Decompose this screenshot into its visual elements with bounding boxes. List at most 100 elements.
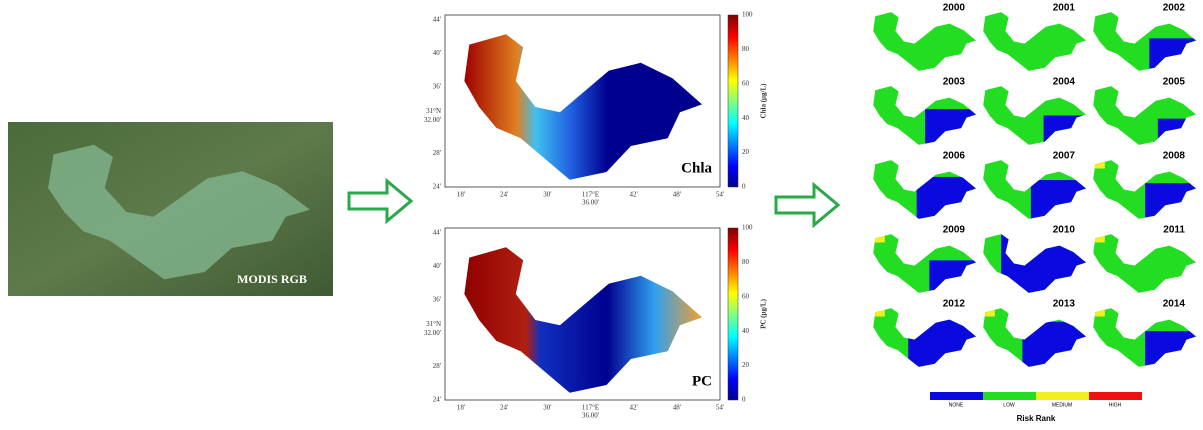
lake-risk [1093, 308, 1196, 367]
year-label: 2003 [943, 77, 966, 88]
colorbar-tick-label: 100 [742, 224, 753, 232]
risk-none [916, 176, 976, 219]
year-map: 2012 [873, 299, 976, 367]
year-map: 2002 [1093, 3, 1196, 71]
x-tick-label: 36.00' [582, 199, 599, 207]
x-tick-label: 24' [500, 404, 508, 412]
year-label: 2000 [943, 3, 966, 14]
arrow [774, 181, 841, 229]
x-tick-label: 48' [673, 404, 681, 412]
year-label: 2009 [943, 225, 966, 236]
risk-medium [1093, 234, 1105, 243]
lake-risk [1093, 234, 1196, 293]
x-tick-label: 36.00' [582, 412, 599, 420]
risk-none [1145, 331, 1196, 367]
lake-risk [983, 308, 1086, 367]
risk-none [1149, 38, 1196, 71]
lake-risk [983, 234, 1086, 293]
x-tick-label: 54' [716, 191, 724, 199]
year-label: 2010 [1053, 225, 1076, 236]
colorbar-tick-label: 0 [742, 183, 746, 191]
photo-panel: MODIS RGB [8, 122, 333, 296]
year-label: 2012 [943, 299, 966, 310]
risk-none [1157, 118, 1196, 145]
lake-risk [873, 12, 976, 71]
legend-swatch [1036, 392, 1089, 400]
year-map: 2008 [1093, 151, 1196, 219]
year-label: 2006 [943, 151, 966, 162]
y-tick-label: 24' [433, 183, 441, 191]
risk-low [983, 12, 1086, 71]
risk-medium [1093, 160, 1105, 169]
year-label: 2001 [1053, 3, 1076, 14]
risk-medium [1093, 308, 1105, 317]
risk-none [1001, 234, 1086, 293]
y-tick-label: 44' [433, 229, 441, 237]
legend-swatch [1089, 392, 1142, 400]
y-tick-label: 40' [433, 49, 441, 57]
y-tick-label: 24' [433, 396, 441, 404]
colorbar [727, 14, 739, 188]
year-label: 2007 [1053, 151, 1076, 162]
map-panel: 44' 40' 36' 32.00'31°N 28' 24' 18' 24' 30' 36.00'… [424, 11, 768, 207]
y-tick-label: 40' [433, 262, 441, 270]
risk-medium [873, 308, 885, 317]
photo-label: MODIS RGB [237, 272, 307, 286]
legend-label: MEDIUM [1052, 402, 1072, 408]
year-label: 2011 [1163, 225, 1185, 236]
year-label: 2014 [1163, 299, 1186, 310]
year-label: 2013 [1053, 299, 1076, 310]
year-label: 2005 [1163, 77, 1186, 88]
year-label: 2008 [1163, 151, 1186, 162]
risk-low [1093, 234, 1196, 293]
year-map: 2000 [873, 3, 976, 71]
risk-none [1187, 288, 1196, 293]
year-map: 2014 [1093, 299, 1196, 367]
lake-risk [873, 86, 976, 145]
risk-none [925, 109, 976, 145]
year-label: 2002 [1163, 3, 1186, 14]
x-tick-label: 42' [630, 404, 638, 412]
year-map: 2009 [873, 225, 976, 293]
year-map: 2001 [983, 3, 1086, 71]
colorbar [727, 227, 739, 401]
legend-swatch [930, 392, 983, 400]
legend-title: Risk Rank [1017, 414, 1056, 423]
colorbar-tick-label: 40 [742, 327, 750, 335]
year-map: 2006 [873, 151, 976, 219]
year-map: 2007 [983, 151, 1086, 219]
lake-risk [1093, 160, 1196, 219]
year-map: 2004 [983, 77, 1086, 145]
lake-risk [983, 12, 1086, 71]
y-axis-label: 31°N [426, 320, 441, 328]
colorbar-tick-label: 60 [742, 79, 750, 87]
colorbar-tick-label: 100 [742, 11, 753, 19]
lake-risk [983, 86, 1086, 145]
risk-none [1145, 183, 1196, 219]
map-label: Chla [681, 160, 712, 176]
colorbar-tick-label: 20 [742, 148, 750, 156]
risk-none [1030, 180, 1086, 219]
x-tick-label: 42' [630, 191, 638, 199]
colorbar-tick-label: 0 [742, 396, 746, 404]
legend-label: HIGH [1109, 402, 1122, 408]
x-tick-label: 18' [457, 191, 465, 199]
lake-risk [1093, 12, 1196, 71]
legend-label: LOW [1003, 402, 1015, 408]
x-tick-label: 30' [543, 191, 551, 199]
lake-risk [873, 308, 976, 367]
y-axis-label: 31°N [426, 107, 441, 115]
year-map: 2011 [1093, 225, 1196, 293]
y-tick-label: 28' [433, 362, 441, 370]
x-tick-label: 48' [673, 191, 681, 199]
y-tick-label: 32.00' [424, 329, 441, 337]
x-tick-label: 24' [500, 191, 508, 199]
year-map: 2013 [983, 299, 1086, 367]
risk-none [1043, 115, 1086, 145]
map-label: PC [692, 373, 712, 389]
y-tick-label: 32.00' [424, 116, 441, 124]
y-tick-label: 36' [433, 295, 441, 303]
lake-risk [873, 160, 976, 219]
risk-low [1093, 86, 1196, 145]
